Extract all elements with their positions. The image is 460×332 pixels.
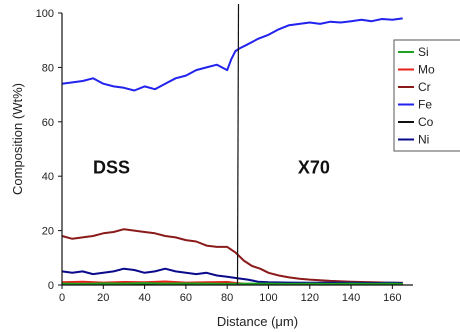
series-line-si [61, 282, 403, 285]
annotations: DSS X70 [93, 157, 330, 177]
interface-line [236, 3, 240, 286]
legend-box [393, 39, 460, 152]
region-label-dss: DSS [93, 157, 130, 177]
y-tick-label: 40 [42, 171, 54, 183]
x-tick-label: 0 [59, 292, 65, 304]
x-tick-label: 140 [342, 292, 360, 304]
legend-label-fe: Fe [418, 98, 432, 112]
axes: 0 20 40 60 80 100 120 140 160 0 20 40 60 80 100 Distanc… [10, 8, 413, 329]
x-tick-label: 20 [97, 292, 109, 304]
legend-label-si: Si [418, 45, 429, 59]
y-tick-label: 60 [42, 117, 54, 129]
x-tick-label: 100 [259, 292, 277, 304]
series-line-cr [61, 228, 403, 284]
x-tick-label: 120 [301, 292, 319, 304]
x-axis-title: Distance (μm) [217, 314, 298, 329]
x-tick-label: 40 [138, 292, 150, 304]
legend-label-cr: Cr [418, 80, 431, 94]
y-tick-label: 100 [36, 8, 54, 20]
y-axis-title: Composition (Wt%) [10, 83, 25, 195]
region-label-x70: X70 [298, 157, 330, 177]
series-line-fe [61, 17, 403, 92]
legend: Si Mo Cr Fe Co Ni [393, 39, 460, 152]
x-tick-label: 60 [180, 292, 192, 304]
x-tick-label: 160 [383, 292, 401, 304]
y-tick-label: 80 [42, 62, 54, 74]
y-tick-label: 0 [48, 280, 54, 292]
legend-label-ni: Ni [418, 133, 429, 147]
x-tick-label: 80 [221, 292, 233, 304]
series-layer [61, 3, 403, 286]
legend-label-mo: Mo [418, 63, 435, 77]
series-line-ni [61, 267, 403, 285]
legend-label-co: Co [418, 115, 434, 129]
y-tick-label: 20 [42, 226, 54, 238]
